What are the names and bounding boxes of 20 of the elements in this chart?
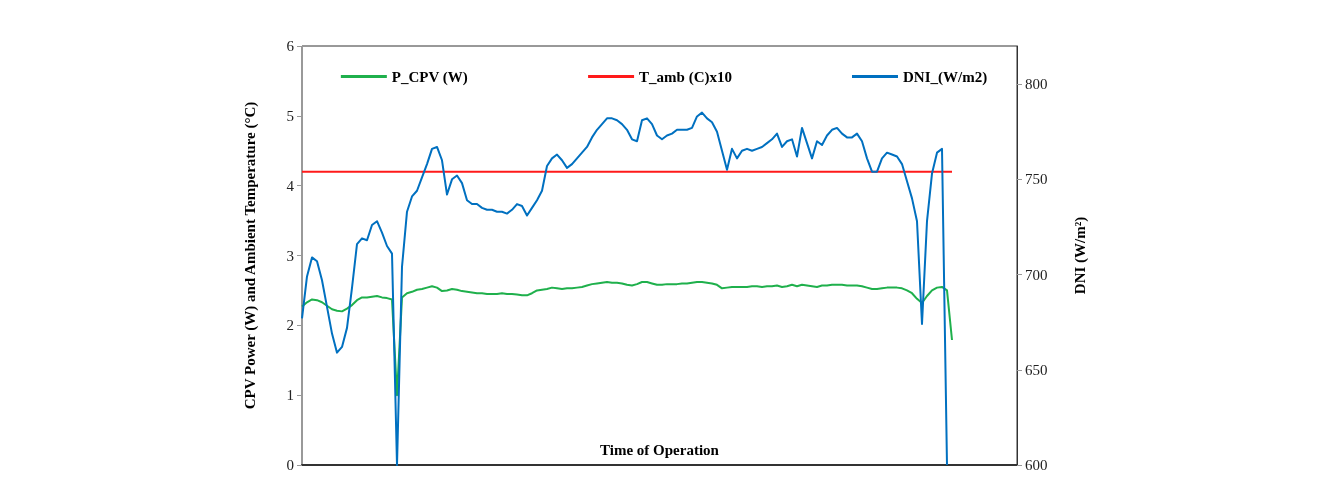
line-series — [301, 281, 953, 397]
legend-label: T_amb (C)x10 — [639, 68, 732, 86]
legend-label: DNI_(W/m2) — [903, 68, 988, 86]
y2-axis-title: DNI (W/m²) — [1071, 216, 1089, 295]
line-series — [301, 111, 948, 466]
y2-tick-label: 700 — [1025, 266, 1048, 283]
y2-tick-label: 600 — [1025, 457, 1048, 473]
y-axis-title: CPV Power (W) and Ambient Temperature (°C) — [241, 101, 259, 410]
y-tick-label: 3 — [286, 247, 294, 264]
y-tick-label: 4 — [286, 177, 295, 194]
y2-tick-label: 750 — [1025, 171, 1048, 188]
y-tick-label: 0 — [286, 457, 294, 473]
y-tick-label: 1 — [286, 387, 294, 404]
y-tick-label: 5 — [286, 107, 294, 124]
x-axis-title: Time of Operation — [600, 441, 720, 458]
y-tick-label: 2 — [286, 317, 294, 334]
y2-tick-label: 800 — [1025, 76, 1048, 93]
y-tick-label: 6 — [286, 38, 295, 54]
legend-label: P_CPV (W) — [391, 68, 468, 86]
y2-tick-label: 650 — [1025, 361, 1048, 378]
